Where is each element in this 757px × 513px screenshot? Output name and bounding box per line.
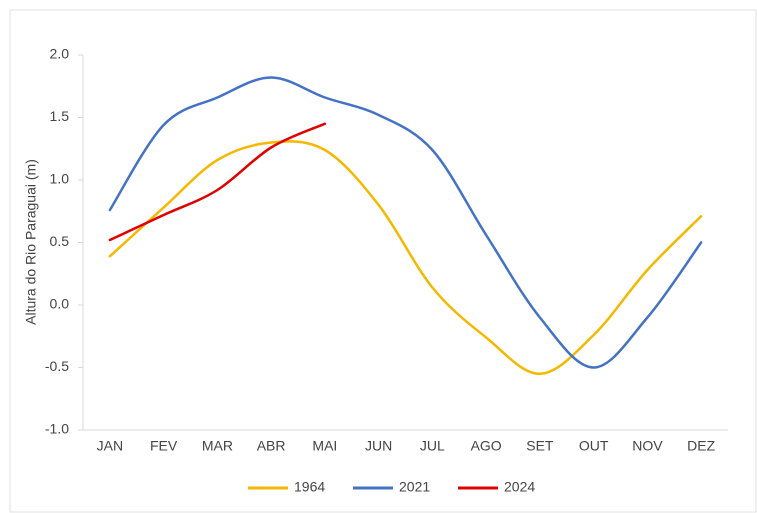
series-line (108, 140, 703, 376)
y-tick-label: 2.0 (50, 46, 70, 62)
y-tick-label: -0.5 (45, 358, 69, 374)
x-tick-label: JAN (97, 438, 123, 454)
x-tick-label: MAI (312, 438, 337, 454)
x-tick-label: OUT (579, 438, 609, 454)
y-tick-label: -1.0 (45, 421, 69, 437)
x-tick-label: NOV (632, 438, 663, 454)
x-tick-label: DEZ (687, 438, 715, 454)
y-tick-label: 0.0 (50, 296, 70, 312)
legend-label: 2024 (504, 479, 535, 495)
series-line (108, 122, 327, 242)
chart-frame (9, 9, 757, 513)
x-tick-label: ABR (257, 438, 286, 454)
x-tick-label: JUN (365, 438, 392, 454)
x-tick-label: JUL (420, 438, 445, 454)
legend-label: 2021 (399, 479, 430, 495)
series-line (108, 76, 703, 369)
y-axis-label: Altura do Rio Paraguai (m) (23, 159, 39, 325)
x-tick-label: AGO (471, 438, 502, 454)
y-tick-label: 1.0 (50, 171, 70, 187)
x-tick-label: FEV (150, 438, 178, 454)
x-tick-label: SET (526, 438, 554, 454)
x-tick-label: MAR (202, 438, 233, 454)
y-tick-label: 0.5 (50, 233, 70, 249)
legend-label: 1964 (294, 479, 325, 495)
y-tick-label: 1.5 (50, 108, 70, 124)
